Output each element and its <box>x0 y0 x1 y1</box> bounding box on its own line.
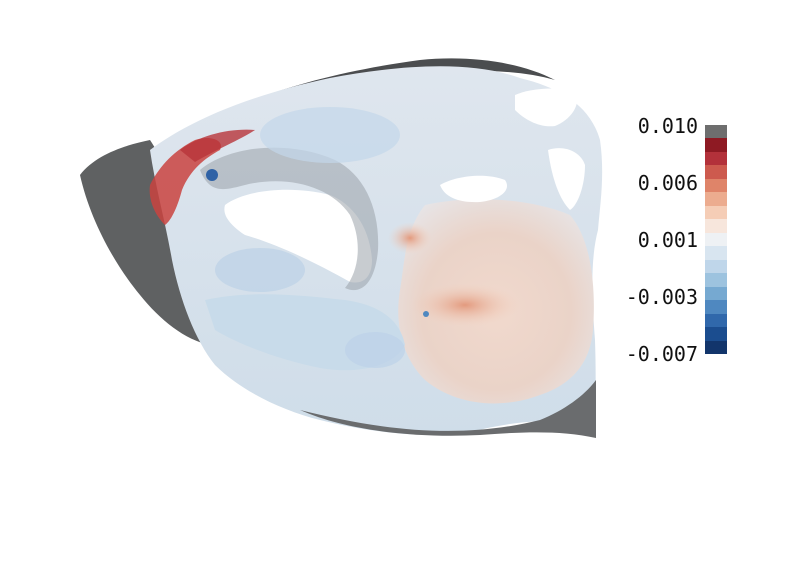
colorbar-segment <box>705 327 727 341</box>
colorbar-segment <box>705 125 727 139</box>
warm-zone-main <box>410 283 520 327</box>
colorbar-tick-3: -0.003 <box>625 285 698 309</box>
colorbar-segment <box>705 300 727 314</box>
blue-patch-3 <box>345 332 405 368</box>
blue-patch-2 <box>215 248 305 292</box>
post-orbital-opening <box>440 175 508 203</box>
nasal-red-edge <box>149 138 221 225</box>
colorbar-tick-2: 0.001 <box>637 228 698 252</box>
blue-spot-2 <box>423 311 429 317</box>
colorbar-segment <box>705 219 727 233</box>
temporal-opening <box>515 88 578 127</box>
orbit-rim <box>200 147 379 291</box>
colorbar-segment <box>705 340 727 354</box>
colorbar-segment <box>705 232 727 247</box>
nasal-red-streak <box>180 129 255 162</box>
colorbar-segment <box>705 259 727 274</box>
colorbar-tick-1: 0.006 <box>637 171 698 195</box>
colorbar-tick-0: 0.010 <box>637 114 698 138</box>
colorbar-segment <box>705 205 727 220</box>
skull-underside <box>300 380 596 438</box>
blue-spot-1 <box>206 169 218 181</box>
colorbar-segment <box>705 273 727 287</box>
colorbar-segment <box>705 246 727 260</box>
orbit-opening <box>224 189 372 283</box>
colorbar-segment <box>705 138 727 152</box>
colorbar-tick-4: -0.007 <box>625 342 698 366</box>
colorbar-segment <box>705 313 727 328</box>
colorbar-segment <box>705 192 727 206</box>
colorbar-segment <box>705 165 727 179</box>
skull-back-rim <box>80 140 210 345</box>
blue-patch-1 <box>260 107 400 163</box>
warm-zone-upper <box>388 222 432 254</box>
colorbar-segment <box>705 151 727 166</box>
colorbar-segment <box>705 178 727 193</box>
lateral-opening <box>548 148 585 210</box>
colorbar <box>705 125 727 354</box>
colorbar-segment <box>705 286 727 301</box>
